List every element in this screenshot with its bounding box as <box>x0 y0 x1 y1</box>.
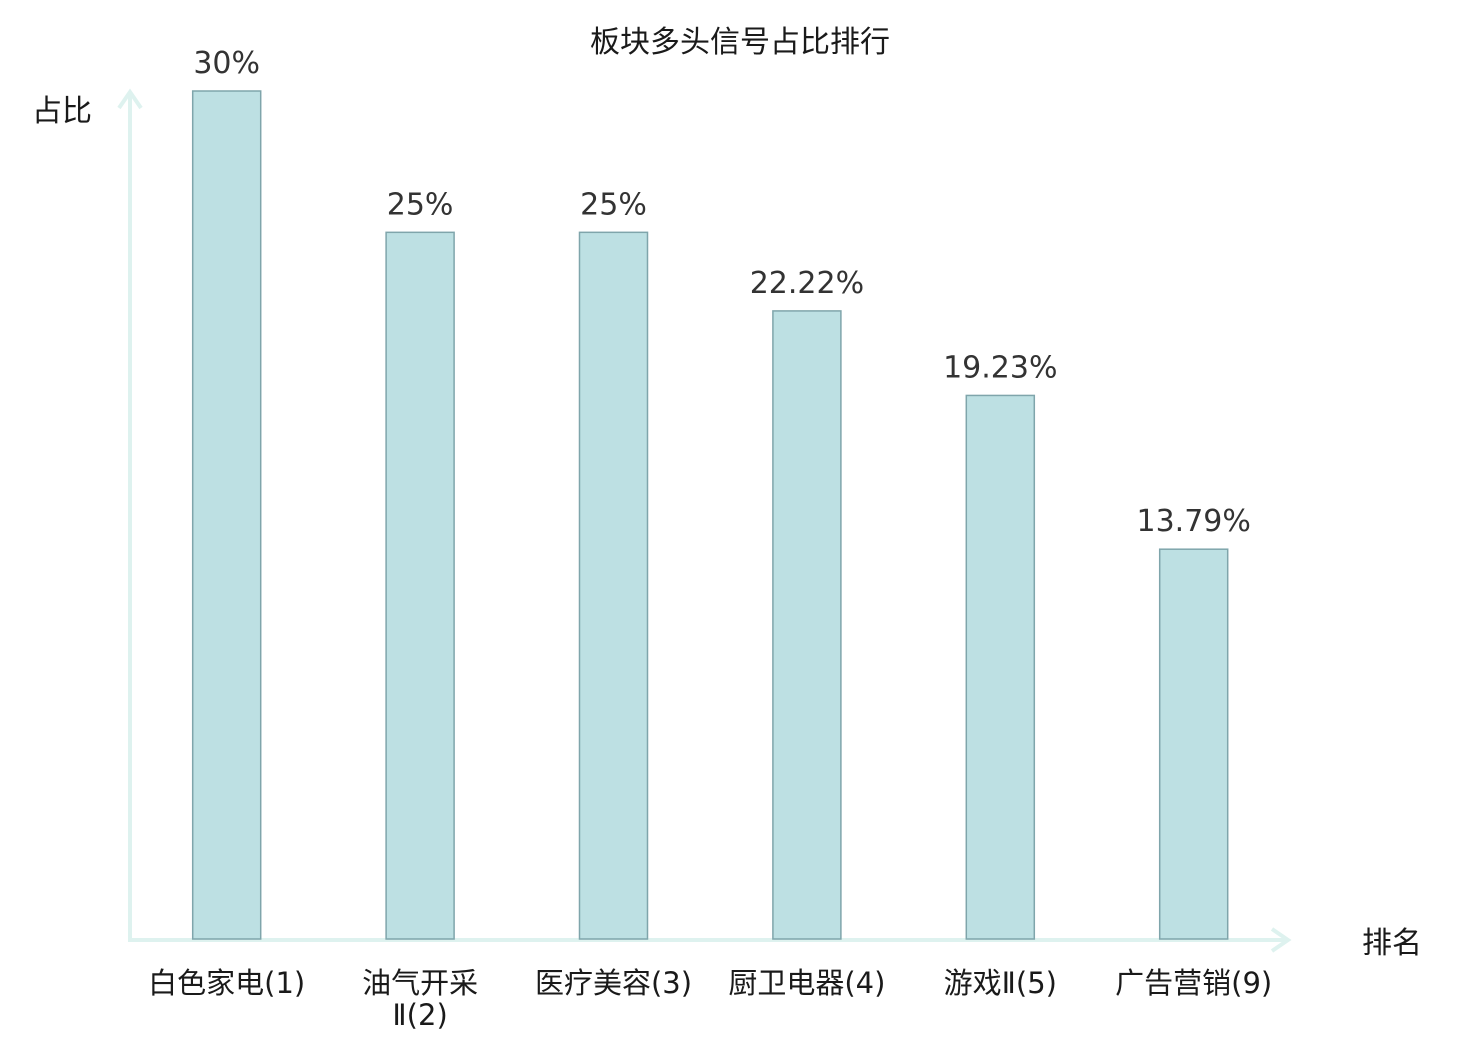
category-label: 白色家电(1) <box>148 966 305 1000</box>
bar-value-label: 19.23% <box>943 350 1057 385</box>
bar <box>191 90 262 940</box>
chart-title: 板块多头信号占比排行 <box>590 25 890 60</box>
bar <box>965 394 1036 940</box>
bar-value-label: 22.22% <box>750 266 864 301</box>
category-label: 广告营销(9) <box>1115 966 1272 1000</box>
bar <box>1158 548 1229 940</box>
category-label: 厨卫电器(4) <box>728 966 885 1000</box>
bar-value-label: 25% <box>387 187 454 222</box>
x-axis-label: 排名 <box>1362 926 1422 961</box>
bar <box>772 310 842 940</box>
bars-group <box>191 90 1229 940</box>
bar <box>578 231 649 940</box>
value-labels-group: 30% 25% 25% 22.22% 19.23% 13.79% <box>193 46 1251 539</box>
bar-value-label: 13.79% <box>1137 504 1251 539</box>
y-axis-label: 占比 <box>32 94 92 129</box>
category-label: 油气开采 <box>362 966 478 1000</box>
category-label: 医疗美容(3) <box>535 966 692 1000</box>
category-label: 游戏Ⅱ(5) <box>944 966 1057 1000</box>
category-label: Ⅱ(2) <box>392 998 447 1032</box>
bar <box>385 231 455 940</box>
x-axis-arrow <box>1270 927 1292 953</box>
bar-value-label: 25% <box>580 187 647 222</box>
bar-value-label: 30% <box>193 46 260 81</box>
y-axis-arrow <box>117 88 143 110</box>
